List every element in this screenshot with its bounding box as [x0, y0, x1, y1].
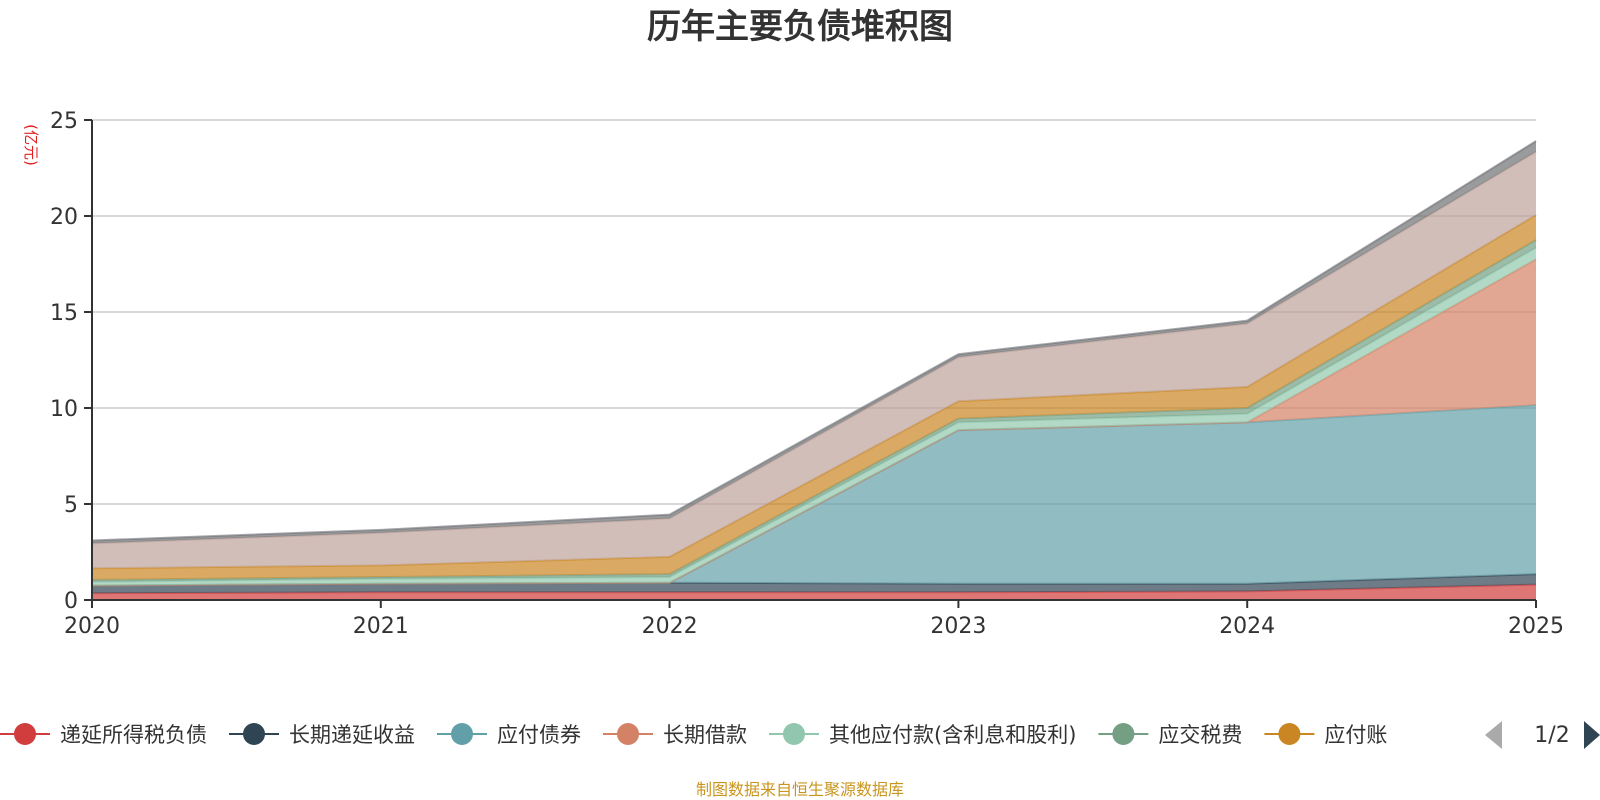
area-series [91, 140, 1537, 600]
legend-marker [14, 723, 36, 745]
chart-title: 历年主要负债堆积图 [647, 7, 953, 47]
area-edge-5 [91, 246, 1537, 583]
legend-label: 应付账 [1324, 723, 1387, 747]
legend-marker [243, 723, 265, 745]
legend-page-indicator: 1/2 [1534, 723, 1569, 748]
legend-prev-page-icon[interactable] [1485, 721, 1502, 749]
legend-label: 应交税费 [1158, 723, 1242, 747]
legend-item[interactable]: 其他应付款(含利息和股利) [769, 723, 1076, 747]
data-source-note: 制图数据来自恒生聚源数据库 [696, 780, 904, 799]
legend-label: 长期递延收益 [289, 723, 415, 747]
legend-label: 应付债券 [497, 723, 581, 747]
legend-item[interactable]: 应付账 [1264, 723, 1387, 747]
legend-marker [783, 723, 805, 745]
y-tick-label: 0 [64, 589, 78, 614]
legend-label: 长期借款 [663, 723, 747, 747]
x-tick-label: 2025 [1508, 614, 1564, 639]
area-3[interactable] [92, 405, 1536, 586]
y-tick-label: 15 [50, 301, 78, 326]
legend-items: 递延所得税负债 长期递延收益 应付债券 长期借款 其他应付款(含利息和股利) 应交税费 应付… [0, 723, 1387, 747]
y-tick-label: 10 [50, 397, 78, 422]
area-7[interactable] [92, 215, 1536, 580]
legend-label: 递延所得税负债 [60, 723, 207, 747]
x-tick-label: 2021 [353, 614, 409, 639]
legend-marker [1112, 723, 1135, 745]
legend-marker [451, 723, 473, 745]
legend-item[interactable]: 递延所得税负债 [0, 723, 207, 747]
area-edge-6 [91, 239, 1537, 581]
legend-item[interactable]: 应交税费 [1098, 723, 1242, 747]
x-tick-label: 2023 [930, 614, 986, 639]
legend-marker [1278, 723, 1301, 745]
legend[interactable]: 递延所得税负债 长期递延收益 应付债券 长期借款 其他应付款(含利息和股利) 应交税费 应付… [0, 721, 1600, 749]
legend-next-page-icon[interactable] [1584, 721, 1600, 749]
y-tick-label: 20 [50, 205, 78, 230]
y-tick-label: 5 [64, 493, 78, 518]
x-tick-label: 2022 [642, 614, 698, 639]
legend-label: 其他应付款(含利息和股利) [829, 723, 1076, 747]
legend-item[interactable]: 长期借款 [603, 723, 747, 747]
y-axis-unit-label: (亿元) [22, 124, 40, 166]
area-8[interactable] [92, 151, 1536, 569]
area-6[interactable] [92, 240, 1536, 582]
legend-item[interactable]: 长期递延收益 [229, 723, 415, 747]
area-edge-9 [91, 140, 1537, 542]
y-tick-label: 25 [50, 109, 78, 134]
x-tick-label: 2020 [64, 614, 120, 639]
x-tick-label: 2024 [1219, 614, 1275, 639]
area-5[interactable] [92, 247, 1536, 586]
legend-marker [617, 723, 639, 745]
legend-item[interactable]: 应付债券 [437, 723, 581, 747]
